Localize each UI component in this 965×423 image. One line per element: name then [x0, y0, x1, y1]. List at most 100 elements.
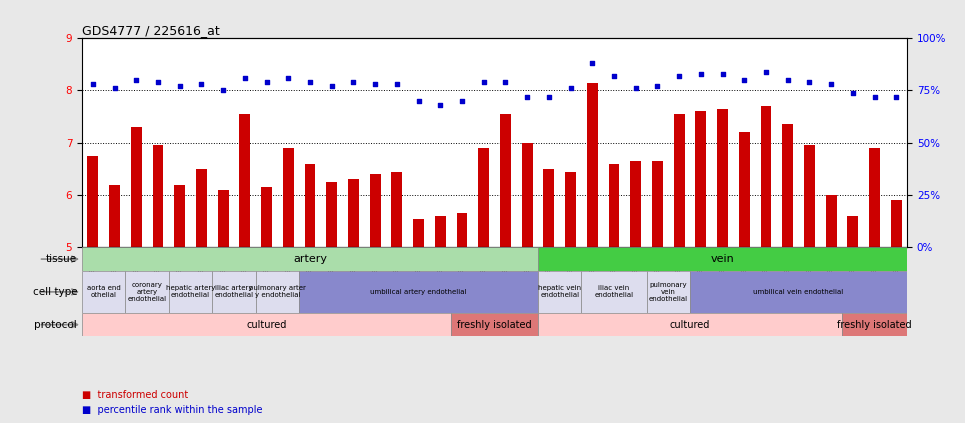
Point [736, 77, 752, 83]
Point [107, 85, 123, 92]
Bar [891, 201, 901, 247]
Point [867, 93, 882, 100]
Bar [435, 216, 446, 247]
Point [585, 60, 600, 66]
Bar [538, 313, 841, 336]
Bar [804, 146, 814, 247]
Bar [392, 172, 402, 247]
Point [128, 77, 144, 83]
Point [845, 89, 861, 96]
Point [823, 81, 839, 88]
Point [151, 79, 166, 85]
Bar [565, 172, 576, 247]
Point [541, 93, 557, 100]
Bar [609, 164, 620, 247]
Point [780, 77, 795, 83]
Bar [212, 271, 256, 313]
Point [563, 85, 578, 92]
Bar [283, 148, 293, 247]
Bar [82, 247, 538, 271]
Bar [500, 114, 510, 247]
Bar [125, 271, 169, 313]
Bar [370, 174, 380, 247]
Point [85, 81, 100, 88]
Bar [674, 114, 684, 247]
Point [802, 79, 817, 85]
Point [172, 83, 187, 90]
Bar [218, 190, 229, 247]
Point [345, 79, 361, 85]
Bar [696, 111, 706, 247]
Bar [647, 271, 690, 313]
Bar [88, 156, 98, 247]
Bar [326, 182, 337, 247]
Bar [239, 114, 250, 247]
Point [672, 72, 687, 79]
Point [649, 83, 665, 90]
Bar [413, 219, 424, 247]
Bar [760, 106, 771, 247]
Point [368, 81, 383, 88]
Bar [652, 161, 663, 247]
Bar [109, 185, 120, 247]
Text: protocol: protocol [35, 320, 77, 330]
Bar [717, 109, 728, 247]
Bar [739, 132, 750, 247]
Bar [690, 271, 907, 313]
Bar [847, 216, 858, 247]
Point [215, 87, 231, 94]
Bar [82, 271, 125, 313]
Bar [522, 143, 533, 247]
Bar [169, 271, 212, 313]
Point [889, 93, 904, 100]
Text: cultured: cultured [246, 320, 287, 330]
Text: tissue: tissue [46, 254, 77, 264]
Bar [456, 214, 467, 247]
Text: hepatic artery
endothelial: hepatic artery endothelial [166, 286, 215, 298]
Bar [82, 313, 451, 336]
Bar [479, 148, 489, 247]
Point [194, 81, 209, 88]
Bar [175, 185, 185, 247]
Point [758, 68, 774, 75]
Text: umbilical artery endothelial: umbilical artery endothelial [371, 289, 467, 295]
Text: umbilical vein endothelial: umbilical vein endothelial [754, 289, 843, 295]
Point [302, 79, 317, 85]
Bar [256, 271, 299, 313]
Text: ■  percentile rank within the sample: ■ percentile rank within the sample [82, 404, 262, 415]
Point [519, 93, 535, 100]
Bar [630, 161, 641, 247]
Bar [299, 271, 538, 313]
Bar [538, 247, 907, 271]
Point [324, 83, 340, 90]
Text: cultured: cultured [670, 320, 710, 330]
Bar [348, 179, 359, 247]
Bar [587, 82, 597, 247]
Bar [305, 164, 316, 247]
Bar [262, 187, 272, 247]
Text: pulmonary
vein
endothelial: pulmonary vein endothelial [648, 282, 688, 302]
Point [237, 74, 253, 81]
Text: pulmonary arter
y endothelial: pulmonary arter y endothelial [249, 286, 306, 298]
Text: iliac artery
endothelial: iliac artery endothelial [214, 286, 254, 298]
Text: hepatic vein
endothelial: hepatic vein endothelial [538, 286, 581, 298]
Point [693, 70, 708, 77]
Bar [131, 127, 142, 247]
Text: freshly isolated: freshly isolated [838, 320, 912, 330]
Text: iliac vein
endothelial: iliac vein endothelial [594, 286, 634, 298]
Bar [538, 271, 581, 313]
Text: ■  transformed count: ■ transformed count [82, 390, 188, 400]
Bar [152, 146, 163, 247]
Bar [543, 169, 554, 247]
Bar [826, 195, 837, 247]
Bar [783, 124, 793, 247]
Point [715, 70, 731, 77]
Point [281, 74, 296, 81]
Text: coronary
artery
endothelial: coronary artery endothelial [127, 282, 167, 302]
Point [389, 81, 404, 88]
Text: freshly isolated: freshly isolated [457, 320, 532, 330]
Text: aorta end
othelial: aorta end othelial [87, 286, 121, 298]
Point [498, 79, 513, 85]
Point [628, 85, 644, 92]
Point [606, 72, 621, 79]
